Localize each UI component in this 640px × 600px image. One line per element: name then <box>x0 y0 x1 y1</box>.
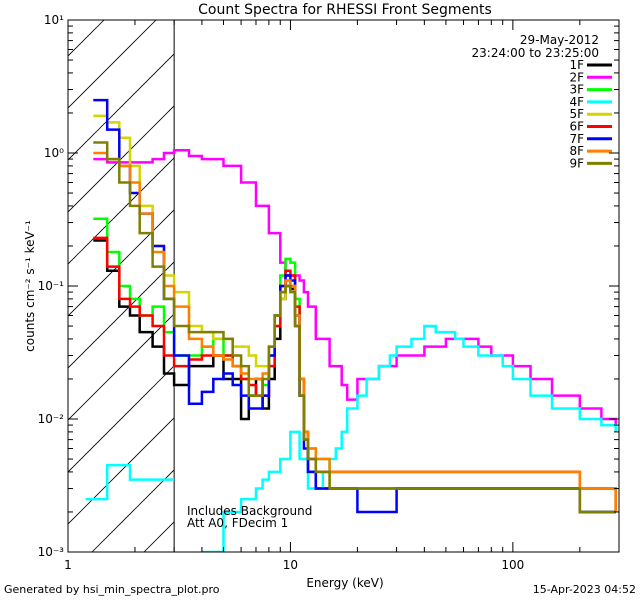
y-tick-label: 10⁻² <box>38 412 65 426</box>
hatch-line <box>68 417 175 525</box>
hatch-line <box>68 20 105 57</box>
series-line-3f <box>93 217 617 512</box>
x-tick-label: 1 <box>64 558 72 572</box>
hatch-line <box>68 261 175 369</box>
hatch-line <box>68 365 175 473</box>
axes: 1 10 100 10⁻³ 10⁻² 10⁻¹ 10⁰ 10¹ <box>38 13 619 572</box>
series-line-4f <box>85 324 617 552</box>
hatch-line <box>68 209 175 317</box>
x-tick-label: 10 <box>283 558 298 572</box>
footer-generated-by: Generated by hsi_min_spectra_plot.pro <box>4 583 220 596</box>
hatched-region <box>0 0 640 552</box>
hatch-line <box>300 0 640 552</box>
hatch-line <box>0 0 120 552</box>
annotation-background: Includes Background <box>187 504 312 518</box>
legend-label-6f: 6F <box>569 120 584 134</box>
annotation-attenuator: Att A0, FDecim 1 <box>187 516 288 530</box>
series-line-7f <box>93 98 616 514</box>
x-tick-label: 100 <box>501 558 524 572</box>
chart-title: Count Spectra for RHESSI Front Segments <box>198 2 492 18</box>
series-layer <box>85 98 617 552</box>
series-line-9f <box>93 141 616 514</box>
series-line-2f <box>93 148 617 426</box>
hatch-line <box>68 53 175 161</box>
hatch-line <box>143 521 175 552</box>
legend-label-7f: 7F <box>569 132 584 146</box>
legend-label-3f: 3F <box>569 83 584 97</box>
legend-label-1f: 1F <box>569 58 584 72</box>
y-tick-label: 10⁻¹ <box>38 279 65 293</box>
series-line-8f <box>93 151 617 512</box>
hatch-line <box>68 313 175 421</box>
y-axis-label: counts cm⁻² s⁻¹ keV⁻¹ <box>23 220 37 352</box>
hatch-line <box>68 20 157 109</box>
date-label: 29-May-2012 <box>520 33 599 47</box>
x-axis-label: Energy (keV) <box>306 576 383 590</box>
hatch-line <box>68 157 175 265</box>
footer-timestamp: 15-Apr-2023 04:52 <box>532 583 636 596</box>
y-tick-label: 10⁰ <box>44 146 64 160</box>
time-label: 23:24:00 to 23:25:00 <box>472 46 599 60</box>
series-line-5f <box>93 114 616 514</box>
y-tick-label: 10⁻³ <box>38 545 65 559</box>
hatch-line <box>352 0 640 552</box>
legend-label-9f: 9F <box>569 156 584 170</box>
y-tick-label: 10¹ <box>44 13 64 27</box>
legend-label-4f: 4F <box>569 95 584 109</box>
legend-label-2f: 2F <box>569 70 584 84</box>
legend-label-8f: 8F <box>569 144 584 158</box>
legend-label-5f: 5F <box>569 107 584 121</box>
